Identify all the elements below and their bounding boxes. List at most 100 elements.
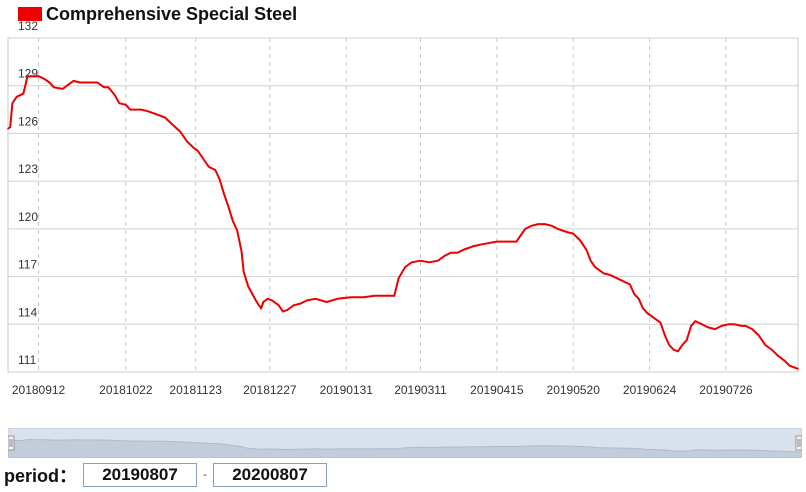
data-point (681, 344, 684, 346)
navigator-left-handle[interactable] (7, 435, 15, 451)
data-point (393, 294, 396, 297)
data-point (585, 248, 588, 251)
data-point (90, 81, 92, 84)
x-tick-label: 20180912 (12, 383, 66, 397)
data-point (236, 229, 238, 232)
data-point (589, 259, 592, 262)
data-point (603, 272, 605, 275)
data-point (22, 92, 25, 95)
data-point (456, 251, 459, 254)
data-point (443, 255, 446, 257)
data-point (325, 301, 328, 303)
left-handle-grip (7, 435, 15, 451)
data-point (48, 81, 51, 84)
data-point (107, 86, 110, 89)
data-point (146, 110, 149, 112)
x-tick-label: 20190520 (547, 383, 601, 397)
y-tick-label: 114 (18, 305, 37, 319)
data-point (664, 334, 666, 337)
data-point (714, 328, 716, 330)
data-point (572, 232, 574, 235)
plot-area-border (7, 37, 799, 373)
data-point (487, 242, 489, 244)
data-point (677, 350, 679, 353)
x-tick-label: 20181123 (169, 383, 222, 397)
data-point (240, 250, 243, 252)
legend-color-swatch (18, 7, 42, 21)
data-point (685, 339, 688, 342)
data-point (792, 366, 795, 369)
period-start-input[interactable]: 20190807 (83, 463, 198, 487)
data-point (544, 223, 546, 225)
data-point (260, 307, 262, 310)
x-tick-label: 20190415 (470, 383, 524, 397)
y-tick-label: 123 (18, 162, 38, 176)
navigator-right-handle[interactable] (795, 435, 803, 451)
x-tick-label: 20181227 (243, 383, 297, 397)
data-point (44, 78, 46, 81)
data-point (764, 344, 767, 346)
chart-legend[interactable]: Comprehensive Special Steel (18, 4, 297, 24)
data-point (282, 310, 284, 313)
data-point (15, 96, 18, 98)
data-point (384, 294, 387, 297)
data-point (208, 166, 210, 168)
data-point (609, 274, 612, 276)
data-point (550, 224, 553, 227)
data-point (68, 83, 70, 85)
data-point (37, 75, 40, 77)
data-point (557, 228, 559, 230)
data-point (598, 269, 601, 272)
data-point (515, 240, 518, 243)
data-point (428, 261, 431, 264)
data-point (9, 126, 11, 128)
data-point (114, 94, 116, 97)
data-point (223, 193, 225, 195)
range-navigator[interactable] (7, 427, 803, 459)
x-axis-tick-labels: 2018080920180912201810222018112320181227… (12, 383, 753, 397)
data-point (537, 223, 540, 225)
data-point (733, 323, 736, 326)
data-point (565, 231, 568, 233)
data-point (633, 293, 636, 295)
data-point (788, 364, 791, 367)
data-point (744, 325, 747, 327)
data-point (410, 261, 413, 264)
x-tick-label: 20190131 (320, 383, 374, 397)
data-point (247, 285, 249, 287)
period-selector: period： 20190807 - 20200807 (4, 461, 328, 489)
data-point (197, 150, 199, 152)
y-tick-label: 120 (18, 210, 38, 224)
data-point (637, 298, 640, 300)
y-tick-label: 132 (18, 19, 38, 33)
data-point (463, 248, 465, 251)
data-point (155, 113, 158, 116)
data-point (192, 146, 195, 149)
data-point (524, 228, 526, 230)
data-point (362, 296, 365, 299)
data-point (707, 326, 710, 329)
x-tick-label: 20190624 (623, 383, 677, 397)
data-point (72, 80, 75, 82)
data-point (11, 102, 14, 104)
data-point (646, 312, 649, 315)
data-point (255, 301, 258, 303)
data-point (397, 277, 400, 280)
data-point (450, 251, 452, 254)
data-point (129, 108, 131, 111)
data-point (373, 294, 376, 297)
data-point (266, 298, 269, 300)
data-point (740, 325, 743, 327)
data-point (179, 131, 182, 133)
period-end-input[interactable]: 20200807 (213, 463, 328, 487)
data-point (103, 86, 105, 89)
data-point (170, 123, 173, 125)
y-tick-label: 129 (18, 67, 38, 81)
data-point (314, 298, 317, 300)
data-point (140, 108, 142, 111)
navigator-series-area (7, 439, 803, 459)
data-point (594, 266, 596, 268)
data-point (214, 169, 217, 171)
legend-series-label: Comprehensive Special Steel (46, 3, 298, 24)
data-point (777, 355, 780, 357)
